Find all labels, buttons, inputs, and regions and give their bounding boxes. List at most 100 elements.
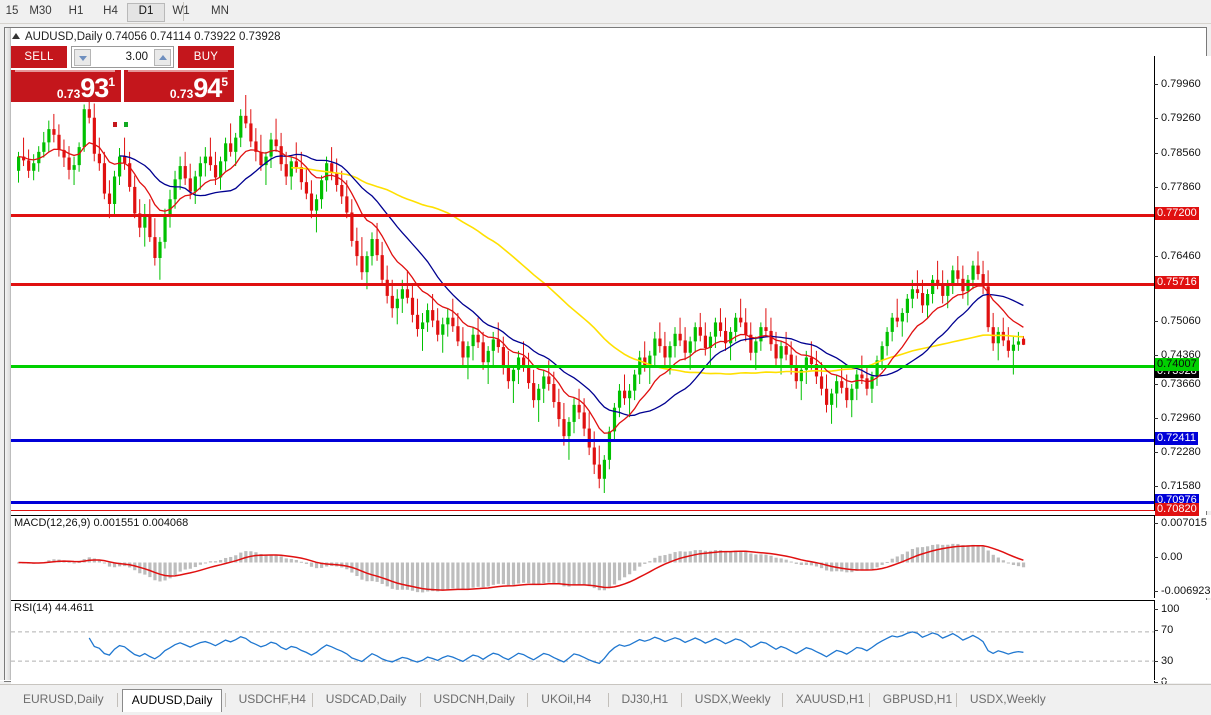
tab-divider [607,693,609,707]
price-level-tag-0.70820[interactable]: 0.70820 [1155,503,1199,516]
chart-tab-usdx-weekly[interactable]: USDX,Weekly [694,692,771,706]
price-level-tag-0.72411[interactable]: 0.72411 [1155,432,1198,445]
rsi-tick [1154,661,1158,662]
rsi-series [11,631,1154,665]
price-level-tag-0.74007[interactable]: 0.74007 [1155,358,1199,371]
price-tick-label: 0.71580 [1161,480,1201,492]
tab-divider [224,693,226,707]
chart-title-bar: AUDUSD,Daily 0.74056 0.74114 0.73922 0.7… [12,30,281,44]
macd-tick [1154,557,1158,558]
rsi-tick-label: 100 [1161,603,1180,615]
price-tick-label: 0.76460 [1161,250,1201,262]
sell-price-prefix: 0.73 [56,87,81,101]
chart-tab-ukoil-h4[interactable]: UKOil,H4 [541,692,592,706]
price-level-tag-0.75716[interactable]: 0.75716 [1155,276,1199,289]
chart-tab-xauusd-h1[interactable]: XAUUSD,H1 [795,692,865,706]
volume-value: 3.00 [125,51,148,63]
timeframe-15[interactable]: 15 [5,5,19,17]
chart-tab-bar: EURUSD,Daily AUDUSD,Daily USDCHF,H4 USDCAD,… [0,684,1211,715]
tab-divider [311,693,313,707]
buy-button[interactable]: BUY [178,46,234,68]
buy-divider [128,70,228,72]
price-tick [1154,84,1158,85]
price-tick-label: 0.78560 [1161,147,1201,159]
tab-divider [527,693,529,707]
horizontal-level-line-0.77200[interactable] [11,214,1154,217]
chart-tab-usdx-weekly[interactable]: USDX,Weekly [969,692,1046,706]
price-tick [1154,486,1158,487]
tab-divider [781,693,783,707]
horizontal-level-line-0.74007[interactable] [11,365,1154,368]
price-pane[interactable] [11,45,1154,511]
timeframe-mn[interactable]: MN [211,5,229,17]
sell-divider [15,70,115,72]
rsi-tick-label: 0 [1161,676,1168,688]
sell-price-value: 0.73931 [57,73,115,102]
toolbar-separator [183,2,184,21]
macd-label: MACD(12,26,9) 0.001551 0.004068 [14,517,192,529]
chart-tab-usdcad-daily[interactable]: USDCAD,Daily [325,692,407,706]
collapse-triangle-icon[interactable] [12,33,20,39]
sell-price-main: 93 [80,73,109,102]
rsi-tick [1154,682,1158,683]
chart-window: AUDUSD,Daily 0.74056 0.74114 0.73922 0.7… [4,27,1211,703]
macd-tick-label: 0.00 [1161,551,1183,563]
volume-input[interactable]: 3.00 [71,46,174,68]
timeframe-d1[interactable]: D1 [127,3,165,22]
macd-tick [1154,591,1158,592]
horizontal-level-line-0.70820[interactable] [11,510,1154,511]
timeframe-h1[interactable]: H1 [68,5,84,17]
price-tick [1154,452,1158,453]
rsi-pane[interactable]: RSI(14) 44.4611 [11,600,1154,684]
price-tick-label: 0.72280 [1161,446,1201,458]
buy-price-box[interactable]: 0.73945 [124,70,234,102]
horizontal-level-line-0.75716[interactable] [11,283,1154,286]
octp-controls-row: SELL 3.00 BUY [11,46,234,68]
timeframe-m30[interactable]: M30 [29,5,52,17]
tab-divider [868,693,870,707]
ma-medium-blue [119,153,1024,417]
buy-price-main: 94 [193,73,222,102]
tab-divider [955,693,957,707]
sell-price-pipette: 1 [108,75,115,89]
macd-tick-label: -0.006923 [1161,585,1211,597]
one-click-trading-panel[interactable]: SELL 3.00 BUY 0.73931 0.73945 [11,46,234,127]
chart-tab-usdcnh-daily[interactable]: USDCNH,Daily [433,692,515,706]
sell-button[interactable]: SELL [11,46,67,68]
price-scale[interactable]: 0.79960 0.79260 0.78560 0.77860 0.76460 0.750… [1154,56,1211,516]
macd-tick [1154,523,1158,524]
tab-divider [419,693,421,707]
macd-pane[interactable]: MACD(12,26,9) 0.001551 0.004068 [11,515,1154,599]
window-left-grip[interactable] [5,28,11,681]
macd-tick-label: 0.007015 [1161,517,1207,529]
chart-tab-dj30-h1[interactable]: DJ30,H1 [621,692,669,706]
macd-scale[interactable]: 0.007015 0.00 -0.006923 [1154,515,1211,598]
price-tick-label: 0.79960 [1161,78,1201,90]
sell-price-box[interactable]: 0.73931 [11,70,121,102]
price-tick-label: 0.73660 [1161,378,1201,390]
rsi-tick-label: 30 [1161,655,1174,667]
price-tick [1154,321,1158,322]
chart-tab-eurusd-daily[interactable]: EURUSD,Daily [23,692,104,706]
buy-price-prefix: 0.73 [169,87,194,101]
chart-tab-usdchf-h4[interactable]: USDCHF,H4 [238,692,306,706]
chart-tab-audusd-daily[interactable]: AUDUSD,Daily [121,689,223,712]
price-tick [1154,118,1158,119]
timeframe-w1[interactable]: W1 [172,5,190,17]
macd-signal-line [18,544,1024,591]
ma-fast-red [18,141,1024,434]
horizontal-level-line-0.70976[interactable] [11,501,1154,504]
price-tick [1154,153,1158,154]
volume-increase-icon[interactable] [154,49,171,66]
price-tick-label: 0.77860 [1161,181,1201,193]
macd-series [17,543,1026,593]
rsi-axis-line [1154,600,1155,683]
horizontal-level-line-0.72411[interactable] [11,439,1154,442]
rsi-scale[interactable]: 100 70 30 0 [1154,600,1211,688]
price-level-tag-0.77200[interactable]: 0.77200 [1155,207,1199,220]
buy-price-value: 0.73945 [170,73,228,102]
chart-tab-gbpusd-h1[interactable]: GBPUSD,H1 [882,692,953,706]
price-tick-label: 0.79260 [1161,112,1201,124]
volume-decrease-icon[interactable] [74,49,91,66]
timeframe-h4[interactable]: H4 [103,5,118,17]
